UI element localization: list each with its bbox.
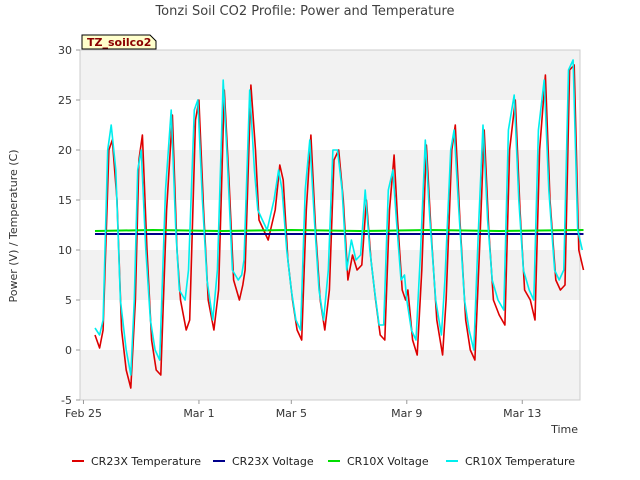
y-tick-label: 20	[58, 144, 72, 157]
chart-title: Tonzi Soil CO2 Profile: Power and Temper…	[154, 4, 454, 19]
y-tick-label: 0	[65, 344, 72, 357]
y-tick-label: 10	[58, 244, 72, 257]
x-tick-label: Mar 5	[276, 407, 307, 420]
grid-band	[80, 350, 580, 400]
grid-band	[80, 100, 580, 150]
legend: CR23X Temperature CR23X Voltage CR10X Volt…	[72, 455, 575, 468]
y-tick-label: 25	[58, 94, 72, 107]
y-axis-label: Power (V) / Temperature (C)	[7, 149, 20, 302]
legend-label: CR23X Temperature	[91, 455, 201, 468]
grid-band	[80, 150, 580, 200]
series-line-cr10x-voltage	[94, 229, 584, 232]
x-tick-label: Mar 13	[503, 407, 541, 420]
legend-label: CR10X Temperature	[465, 455, 575, 468]
site-badge: TZ_soilco2	[81, 34, 157, 50]
x-tick-label: Mar 1	[183, 407, 214, 420]
y-tick-label: -5	[61, 394, 72, 407]
grid-band	[80, 50, 580, 100]
x-tick-label: Mar 9	[391, 407, 422, 420]
series-line-cr10x-temperature	[94, 59, 584, 376]
x-axis-label: Time	[550, 423, 578, 436]
y-tick-label: 30	[58, 44, 72, 57]
plot-frame	[79, 49, 581, 401]
x-tick-label: Feb 25	[65, 407, 102, 420]
y-tick-label: 15	[58, 194, 72, 207]
y-tick-label: 5	[65, 294, 72, 307]
legend-label: CR23X Voltage	[232, 455, 314, 468]
legend-label: CR10X Voltage	[347, 455, 429, 468]
site-badge-label: TZ_soilco2	[87, 36, 151, 49]
